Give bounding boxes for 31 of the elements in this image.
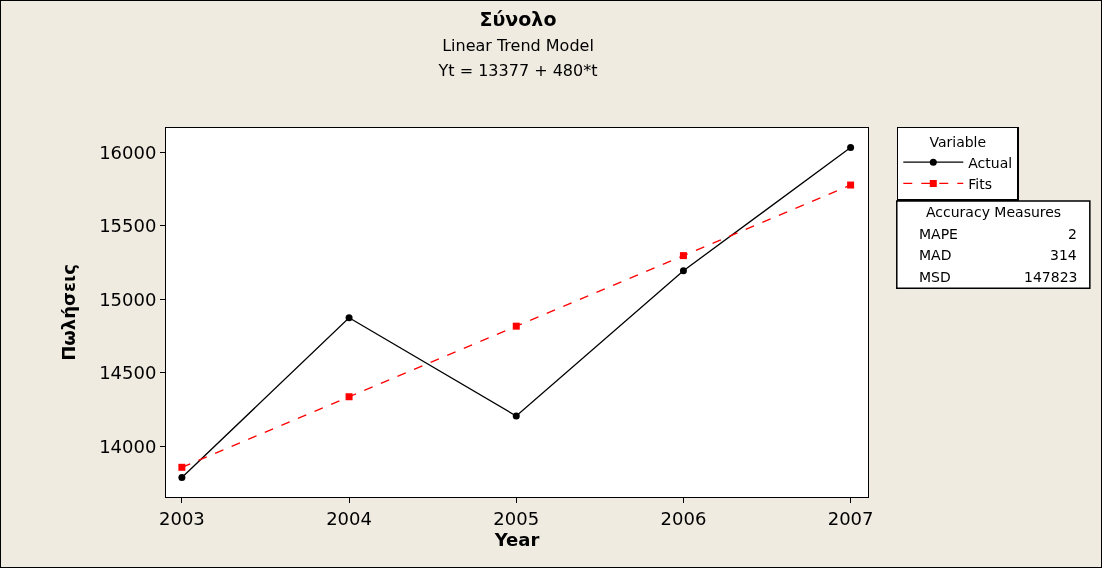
point: [345, 314, 353, 322]
point: [679, 252, 687, 260]
y-tick-label: 14000: [99, 435, 157, 457]
point: [512, 322, 520, 330]
x-axis-title: Year: [493, 528, 540, 550]
point: [512, 412, 520, 420]
text: MSD 147823: [919, 269, 1078, 285]
y-tick-label: 14500: [99, 362, 157, 384]
text: MAPE 2: [919, 226, 1077, 242]
legend-label: Fits: [968, 175, 992, 192]
point: [178, 474, 186, 482]
x-tick-label: 2004: [326, 507, 372, 529]
y-tick-label: 15000: [99, 288, 157, 310]
point: [679, 267, 687, 275]
x-tick-label: 2007: [827, 507, 874, 529]
chart-subtitle: Linear Trend Model Yt = 13377 + 480*t: [437, 36, 598, 80]
text: MAD 314: [919, 247, 1077, 263]
point: [847, 144, 855, 152]
x-tick-label: 2005: [493, 507, 540, 529]
legend-title: Variable: [929, 133, 987, 150]
y-tick-label: 15500: [99, 215, 157, 237]
point: [178, 463, 186, 471]
point: [345, 393, 353, 401]
y-axis-title: Πωλήσεις: [58, 264, 80, 361]
chart-title: Σύνολο: [479, 8, 557, 31]
x-tick-label: 2003: [158, 507, 205, 529]
y-tick-label: 16000: [99, 141, 157, 163]
legend-label: Actual: [968, 154, 1013, 171]
text: Accuracy Measures: [926, 204, 1062, 220]
x-tick-label: 2006: [660, 507, 707, 529]
point: [847, 181, 855, 189]
